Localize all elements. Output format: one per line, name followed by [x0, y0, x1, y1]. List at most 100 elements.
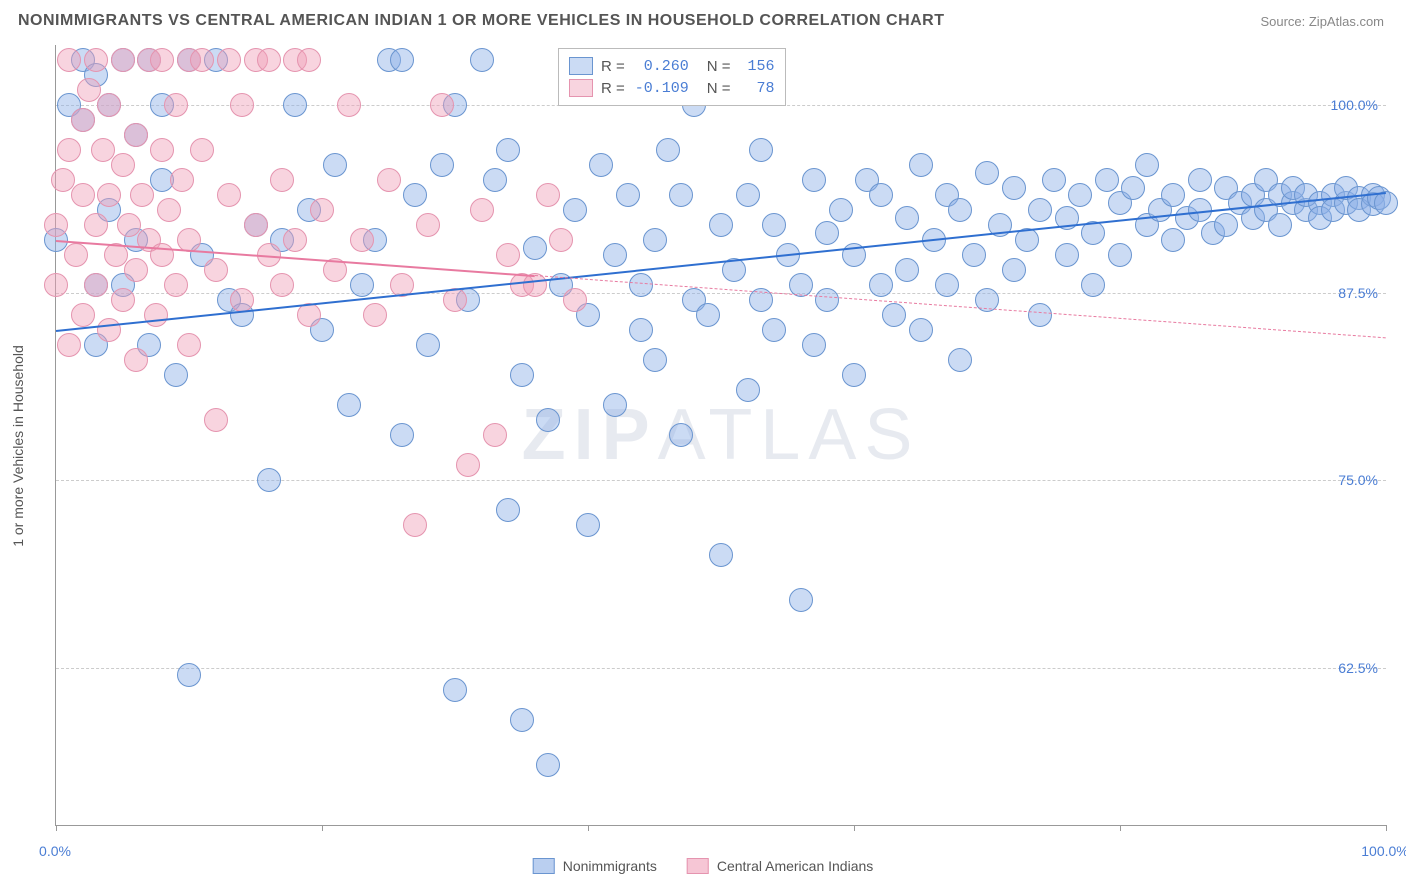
ytick-label: 75.0% [1338, 472, 1378, 488]
legend-label: Nonimmigrants [563, 858, 657, 874]
scatter-point [496, 138, 520, 162]
scatter-point [802, 168, 826, 192]
chart-container: NONIMMIGRANTS VS CENTRAL AMERICAN INDIAN… [0, 0, 1406, 892]
scatter-point [1161, 228, 1185, 252]
scatter-point [190, 138, 214, 162]
scatter-point [656, 138, 680, 162]
scatter-point [111, 153, 135, 177]
scatter-point [1028, 303, 1052, 327]
scatter-point [97, 183, 121, 207]
legend-swatch [687, 858, 709, 874]
scatter-point [71, 303, 95, 327]
scatter-point [416, 213, 440, 237]
scatter-point [430, 153, 454, 177]
scatter-point [842, 363, 866, 387]
scatter-point [150, 138, 174, 162]
scatter-point [217, 183, 241, 207]
legend-swatch [569, 79, 593, 97]
scatter-point [629, 273, 653, 297]
scatter-point [337, 93, 361, 117]
scatter-point [350, 273, 374, 297]
scatter-point [895, 258, 919, 282]
xtick [56, 825, 57, 831]
scatter-point [177, 333, 201, 357]
scatter-point [589, 153, 613, 177]
scatter-point [1028, 198, 1052, 222]
scatter-point [470, 48, 494, 72]
scatter-point [523, 236, 547, 260]
legend-r-value: -0.109 [633, 80, 689, 97]
xtick [322, 825, 323, 831]
legend-r-label: R = [601, 80, 625, 97]
scatter-point [164, 273, 188, 297]
scatter-point [948, 348, 972, 372]
scatter-point [130, 183, 154, 207]
xtick [1120, 825, 1121, 831]
scatter-point [510, 363, 534, 387]
scatter-point [257, 468, 281, 492]
scatter-point [829, 198, 853, 222]
legend-n-label: N = [707, 80, 731, 97]
scatter-point [57, 138, 81, 162]
scatter-point [84, 213, 108, 237]
plot-area: ZIPATLAS 62.5%75.0%87.5%100.0% [55, 45, 1386, 826]
xtick [588, 825, 589, 831]
scatter-point [283, 228, 307, 252]
scatter-point [483, 168, 507, 192]
scatter-point [1268, 213, 1292, 237]
scatter-point [204, 408, 228, 432]
trend-line [535, 275, 1386, 338]
scatter-point [337, 393, 361, 417]
scatter-point [536, 408, 560, 432]
scatter-point [483, 423, 507, 447]
scatter-point [1214, 213, 1238, 237]
legend-r-value: 0.260 [633, 58, 689, 75]
scatter-point [1188, 168, 1212, 192]
bottom-legend-item: Nonimmigrants [533, 858, 657, 874]
scatter-point [749, 138, 773, 162]
scatter-point [1121, 176, 1145, 200]
xtick [854, 825, 855, 831]
scatter-point [310, 198, 334, 222]
scatter-point [563, 198, 587, 222]
scatter-point [1068, 183, 1092, 207]
scatter-point [57, 48, 81, 72]
scatter-point [217, 48, 241, 72]
scatter-point [157, 198, 181, 222]
legend-label: Central American Indians [717, 858, 873, 874]
scatter-point [111, 48, 135, 72]
scatter-point [815, 288, 839, 312]
xtick-label-max: 100.0% [1361, 843, 1406, 859]
scatter-point [416, 333, 440, 357]
scatter-point [64, 243, 88, 267]
scatter-point [1095, 168, 1119, 192]
scatter-point [124, 348, 148, 372]
scatter-point [190, 48, 214, 72]
scatter-point [736, 378, 760, 402]
scatter-point [962, 243, 986, 267]
legend-n-value: 78 [739, 80, 775, 97]
scatter-point [669, 423, 693, 447]
scatter-point [257, 48, 281, 72]
watermark: ZIPATLAS [522, 394, 921, 476]
scatter-point [563, 288, 587, 312]
scatter-point [377, 168, 401, 192]
scatter-point [230, 288, 254, 312]
ytick-label: 62.5% [1338, 660, 1378, 676]
xtick-label-min: 0.0% [39, 843, 71, 859]
scatter-point [164, 363, 188, 387]
scatter-point [177, 663, 201, 687]
scatter-point [144, 303, 168, 327]
scatter-point [150, 48, 174, 72]
scatter-point [815, 221, 839, 245]
scatter-point [629, 318, 653, 342]
scatter-point [536, 183, 560, 207]
scatter-point [762, 318, 786, 342]
scatter-point [390, 48, 414, 72]
gridline [56, 668, 1386, 669]
scatter-point [456, 453, 480, 477]
ytick-label: 100.0% [1331, 97, 1378, 113]
scatter-point [97, 318, 121, 342]
scatter-point [736, 183, 760, 207]
scatter-point [170, 168, 194, 192]
